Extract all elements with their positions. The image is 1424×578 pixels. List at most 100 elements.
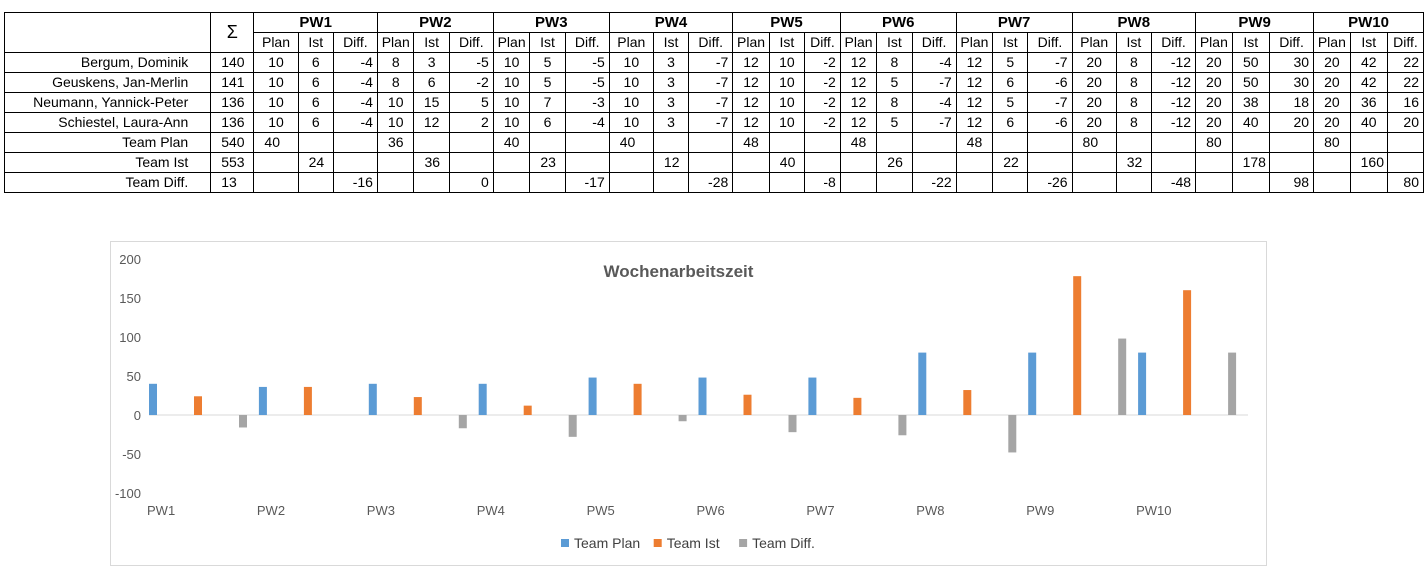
bar — [413, 397, 422, 415]
value-cell: 12 — [839, 112, 878, 133]
value-cell: 10 — [492, 52, 531, 73]
value-cell: 16 — [1386, 92, 1424, 113]
empty-cell — [732, 172, 770, 193]
empty-cell — [253, 152, 299, 173]
table-row: Neumann, Yannick-Peter 136 10 6 -4 10 15 5 10 7 -3… — [3, 92, 1424, 113]
person-name: Geuskens, Jan-Merlin — [3, 72, 212, 93]
team-value-cell: 80 — [1313, 132, 1351, 153]
sum-cell: 141 — [210, 72, 255, 93]
value-cell: -12 — [1150, 112, 1197, 133]
value-cell: 8 — [376, 72, 415, 93]
bar — [743, 394, 752, 415]
empty-cell — [297, 172, 334, 193]
bar — [149, 383, 157, 415]
empty-cell — [688, 132, 734, 153]
value-cell: 10 — [253, 112, 299, 133]
value-cell: 10 — [492, 72, 531, 93]
team-value-cell: 48 — [732, 132, 770, 153]
empty-cell — [652, 132, 690, 153]
value-cell: 12 — [413, 112, 450, 133]
value-cell: 12 — [839, 52, 878, 73]
sub-header: Plan — [253, 32, 299, 53]
value-cell: 40 — [1231, 112, 1270, 133]
empty-cell — [1195, 152, 1233, 173]
empty-cell — [804, 152, 841, 173]
value-cell: 12 — [732, 72, 770, 93]
sub-header: Diff. — [804, 32, 841, 53]
value-cell: -4 — [332, 112, 378, 133]
value-cell: 20 — [1268, 112, 1315, 133]
team-name: Team Plan — [3, 132, 212, 153]
value-cell: 10 — [376, 112, 415, 133]
value-cell: -6 — [1027, 112, 1073, 133]
value-cell: 20 — [1071, 112, 1117, 133]
value-cell: -6 — [1027, 72, 1073, 93]
empty-cell — [1313, 172, 1351, 193]
sub-header: Diff. — [911, 32, 957, 53]
team-value-cell: 48 — [955, 132, 994, 153]
x-tick-label: PW2 — [257, 503, 285, 518]
y-tick-label: 200 — [119, 252, 141, 267]
value-cell: 5 — [992, 52, 1029, 73]
value-cell: -7 — [688, 72, 734, 93]
empty-cell — [608, 172, 654, 193]
team-name: Team Diff. — [3, 172, 212, 193]
sub-header: Plan — [955, 32, 994, 53]
x-tick-label: PW5 — [587, 503, 615, 518]
sum-cell: 540 — [210, 132, 255, 153]
person-name: Neumann, Yannick-Peter — [3, 92, 212, 113]
value-cell: 12 — [955, 72, 994, 93]
value-cell: 5 — [529, 72, 566, 93]
sub-header: Ist — [297, 32, 334, 53]
value-cell: 42 — [1349, 72, 1388, 93]
empty-cell — [413, 132, 450, 153]
value-cell: 5 — [876, 72, 913, 93]
empty-cell — [376, 172, 415, 193]
team-value-cell: 24 — [297, 152, 334, 173]
team-name: Team Ist — [3, 152, 212, 173]
team-value-cell: 48 — [839, 132, 878, 153]
x-tick-label: PW1 — [147, 503, 175, 518]
y-tick-label: 0 — [134, 408, 141, 423]
empty-cell — [992, 132, 1029, 153]
team-value-cell: 32 — [1115, 152, 1152, 173]
sum-header: Σ — [210, 12, 255, 53]
empty-cell — [1150, 132, 1197, 153]
value-cell: 20 — [1195, 92, 1233, 113]
team-value-cell: -26 — [1027, 172, 1073, 193]
empty-cell — [1349, 172, 1388, 193]
value-cell: 20 — [1071, 52, 1117, 73]
value-cell: 20 — [1313, 92, 1351, 113]
empty-cell — [413, 172, 450, 193]
empty-cell — [955, 152, 994, 173]
empty-cell — [876, 132, 913, 153]
team-value-cell: 23 — [529, 152, 566, 173]
empty-cell — [1386, 152, 1424, 173]
team-value-cell: -17 — [564, 172, 610, 193]
value-cell: 20 — [1071, 72, 1117, 93]
sub-header: Diff. — [1027, 32, 1073, 53]
value-cell: 3 — [652, 52, 690, 73]
week-header: PW1 — [253, 12, 378, 33]
x-tick-label: PW3 — [367, 503, 395, 518]
person-name: Bergum, Dominik — [3, 52, 212, 73]
value-cell: 7 — [529, 92, 566, 113]
value-cell: -4 — [332, 92, 378, 113]
value-cell: -2 — [804, 52, 841, 73]
value-cell: 20 — [1195, 52, 1233, 73]
value-cell: 12 — [955, 92, 994, 113]
empty-cell — [1115, 172, 1152, 193]
value-cell: 10 — [253, 52, 299, 73]
empty-cell — [253, 172, 299, 193]
sub-header: Diff. — [332, 32, 378, 53]
value-cell: 18 — [1268, 92, 1315, 113]
bar — [898, 415, 907, 436]
chart-container: Wochenarbeitszeit -100 -50 0 50 100 150 200 PW1 P… — [110, 241, 1267, 566]
empty-cell — [332, 152, 378, 173]
week-header: PW5 — [732, 12, 841, 33]
value-cell: 8 — [876, 52, 913, 73]
team-value-cell: -48 — [1150, 172, 1197, 193]
value-cell: 20 — [1386, 112, 1424, 133]
table-row: Bergum, Dominik 140 10 6 -4 8 3 -5 10 5 -5 10 3 -7 12 1… — [3, 52, 1424, 73]
y-tick-label: -100 — [115, 486, 141, 501]
